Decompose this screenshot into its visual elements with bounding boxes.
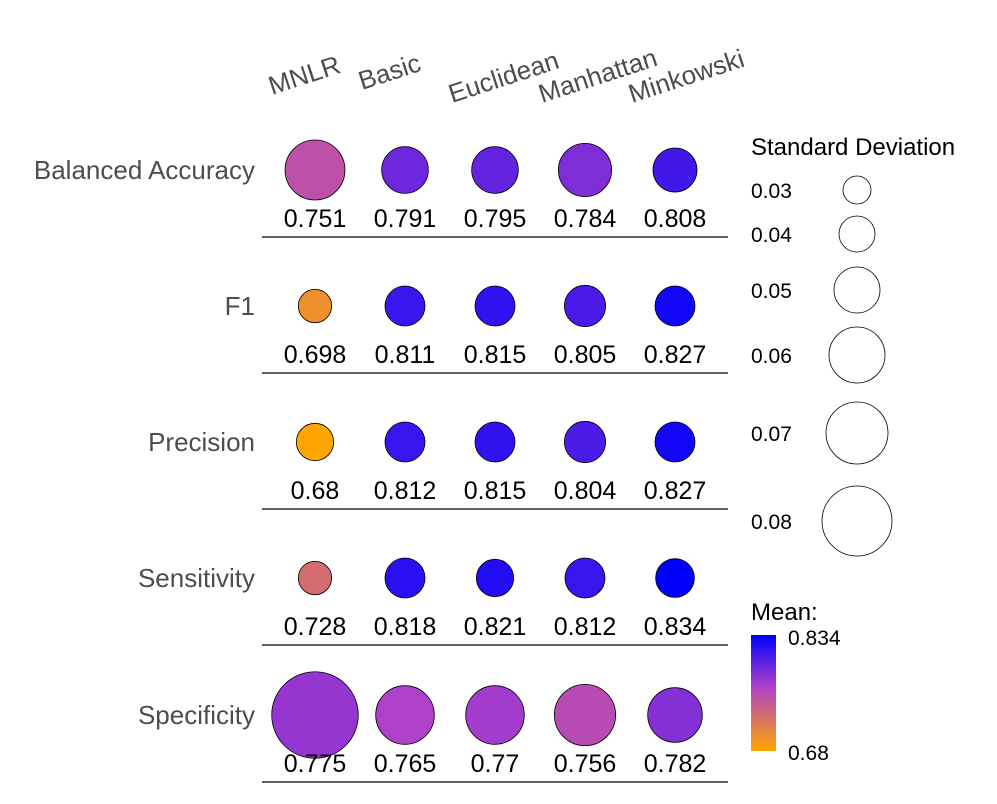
value-label-sensitivity-basic: 0.818	[374, 613, 437, 641]
value-label-sensitivity-minkowski: 0.834	[644, 613, 707, 641]
size-legend-title: Standard Deviation	[751, 134, 955, 161]
color-gradient-bar	[751, 635, 776, 751]
size-legend-circle	[838, 215, 876, 253]
bubble-balanced-accuracy-manhattan	[557, 142, 613, 198]
color-legend-max: 0.834	[788, 627, 841, 650]
value-label-precision-minkowski: 0.827	[644, 477, 707, 505]
value-label-specificity-mnlr: 0.775	[284, 750, 347, 778]
size-legend-label: 0.06	[751, 345, 792, 368]
value-label-f1-euclidean: 0.815	[464, 341, 527, 369]
value-label-sensitivity-mnlr: 0.728	[284, 613, 347, 641]
bubble-precision-minkowski	[654, 421, 696, 463]
bubble-f1-euclidean	[474, 285, 516, 327]
bubble-sensitivity-euclidean	[475, 558, 515, 598]
row-label-precision: Precision	[148, 427, 255, 457]
bubble-sensitivity-manhattan	[564, 557, 606, 599]
size-legend-circle	[828, 326, 886, 384]
bubble-balanced-accuracy-mnlr	[284, 139, 346, 201]
bubble-f1-manhattan	[563, 284, 607, 328]
size-legend-label: 0.08	[751, 511, 792, 534]
size-legend-label: 0.07	[751, 423, 792, 446]
value-label-precision-mnlr: 0.68	[291, 477, 340, 505]
color-legend-title: Mean:	[751, 599, 818, 626]
value-label-f1-basic: 0.811	[375, 341, 436, 369]
bubble-precision-mnlr	[295, 422, 335, 462]
value-label-balanced-accuracy-euclidean: 0.795	[464, 205, 527, 233]
column-label-mnlr: MNLR	[265, 49, 344, 100]
size-legend-label: 0.03	[751, 180, 792, 203]
value-label-specificity-basic: 0.765	[374, 750, 437, 778]
size-legend: Standard Deviation 0.03 0.04 0.05 0.06 0.07 0.…	[751, 134, 955, 557]
size-legend-label: 0.05	[751, 280, 792, 303]
bubble-sensitivity-basic	[384, 557, 426, 599]
bubble-sensitivity-mnlr	[297, 560, 333, 596]
bubble-precision-manhattan	[563, 420, 607, 464]
bubble-f1-basic	[384, 285, 426, 327]
value-label-f1-manhattan: 0.805	[554, 341, 617, 369]
value-label-precision-manhattan: 0.804	[554, 477, 617, 505]
size-legend-circle	[833, 266, 881, 314]
row-label-specificity: Specificity	[138, 700, 255, 730]
value-label-precision-basic: 0.812	[374, 477, 437, 505]
value-label-f1-mnlr: 0.698	[284, 341, 347, 369]
bubble-specificity-minkowski	[647, 687, 703, 743]
value-label-balanced-accuracy-manhattan: 0.784	[554, 205, 617, 233]
bubble-precision-euclidean	[474, 421, 516, 463]
value-label-specificity-manhattan: 0.756	[554, 750, 617, 778]
value-label-balanced-accuracy-mnlr: 0.751	[284, 205, 347, 233]
row-label-balanced-accuracy: Balanced Accuracy	[34, 155, 255, 185]
bubble-sensitivity-minkowski	[655, 558, 695, 598]
size-legend-circle	[842, 175, 872, 205]
value-label-precision-euclidean: 0.815	[464, 477, 527, 505]
row-label-sensitivity: Sensitivity	[138, 563, 255, 593]
color-legend-min: 0.68	[788, 742, 829, 765]
bubble-specificity-euclidean	[465, 685, 525, 745]
bubble-f1-mnlr	[297, 288, 333, 324]
bubble-balanced-accuracy-basic	[381, 146, 429, 194]
value-label-specificity-minkowski: 0.782	[644, 750, 707, 778]
value-label-sensitivity-euclidean: 0.821	[464, 613, 527, 641]
bubble-f1-minkowski	[654, 285, 696, 327]
size-legend-circle	[821, 485, 893, 557]
value-label-f1-minkowski: 0.827	[644, 341, 707, 369]
size-legend-label: 0.04	[751, 224, 792, 247]
bubble-balanced-accuracy-minkowski	[652, 147, 698, 193]
bubble-precision-basic	[384, 421, 426, 463]
size-legend-circle	[825, 401, 889, 465]
value-label-balanced-accuracy-basic: 0.791	[374, 205, 437, 233]
column-label-basic: Basic	[355, 48, 425, 96]
color-legend: Mean:0.834 0.68	[751, 599, 841, 765]
metric-rows: Balanced Accuracy 0.751 0.791 0.795 0.784 0.8…	[34, 139, 728, 783]
bubble-specificity-basic	[375, 685, 435, 745]
bubble-specificity-manhattan	[553, 683, 617, 747]
value-label-sensitivity-manhattan: 0.812	[554, 613, 617, 641]
bubble-balanced-accuracy-euclidean	[471, 146, 519, 194]
bubble-specificity-mnlr	[271, 671, 359, 759]
value-label-specificity-euclidean: 0.77	[471, 750, 520, 778]
value-label-balanced-accuracy-minkowski: 0.808	[644, 205, 707, 233]
row-label-f1: F1	[225, 291, 255, 321]
